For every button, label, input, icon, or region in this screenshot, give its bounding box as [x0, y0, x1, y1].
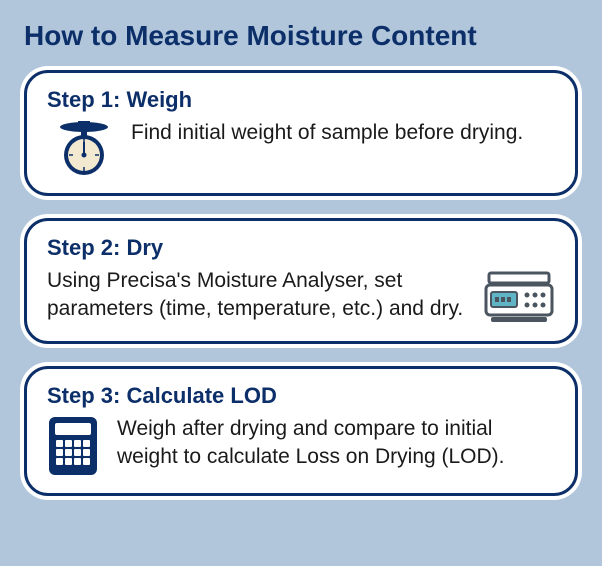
step-body: Using Precisa's Moisture Analyser, set p…: [47, 267, 465, 324]
step-label: Step 2: Dry: [47, 235, 555, 261]
infographic-canvas: How to Measure Moisture Content Step 1: …: [0, 0, 602, 566]
step-card: Step 1: Weigh Find initial weight of: [24, 70, 578, 196]
calculator-icon: [47, 415, 99, 477]
step-card: Step 2: Dry Using Precisa's Moisture Ana…: [24, 218, 578, 344]
step-label: Step 3: Calculate LOD: [47, 383, 555, 409]
analyser-icon: [483, 267, 555, 325]
scale-icon: [55, 119, 113, 177]
page-title: How to Measure Moisture Content: [24, 20, 578, 52]
step-body: Find initial weight of sample before dry…: [131, 119, 555, 147]
step-card: Step 3: Calculate LOD: [24, 366, 578, 496]
step-label: Step 1: Weigh: [47, 87, 555, 113]
step-body: Weigh after drying and compare to initia…: [117, 415, 555, 472]
